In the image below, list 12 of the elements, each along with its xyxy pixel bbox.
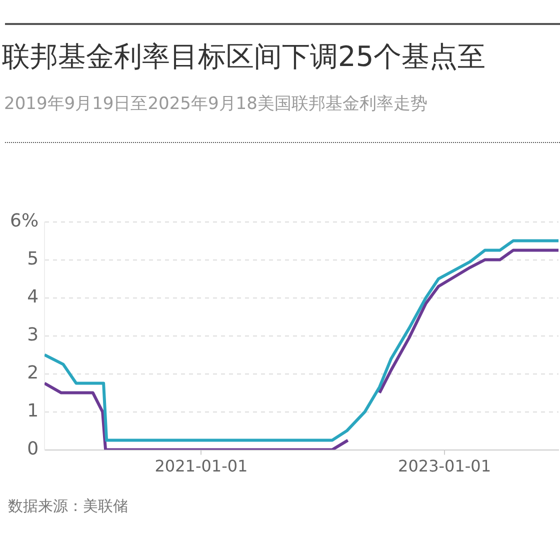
chart-subtitle: 2019年9月19日至2025年9月18美国联邦基金利率走势 [4,93,428,115]
y-tick-label: 2 [27,362,39,384]
y-tick-label: 4 [27,286,39,308]
y-tick-label: 3 [27,324,39,346]
y-tick-label: 0 [27,438,39,460]
y-tick-label: 1 [27,400,39,422]
x-tick-label: 2021-01-01 [154,456,248,476]
source-note: 数据来源：美联储 [8,497,128,516]
y-tick-label: 6% [10,210,39,232]
y-tick-label: 5 [27,248,39,270]
chart-title: 联邦基金利率目标区间下调25个基点至 [2,39,486,75]
x-tick-label: 2023-01-01 [398,456,492,476]
